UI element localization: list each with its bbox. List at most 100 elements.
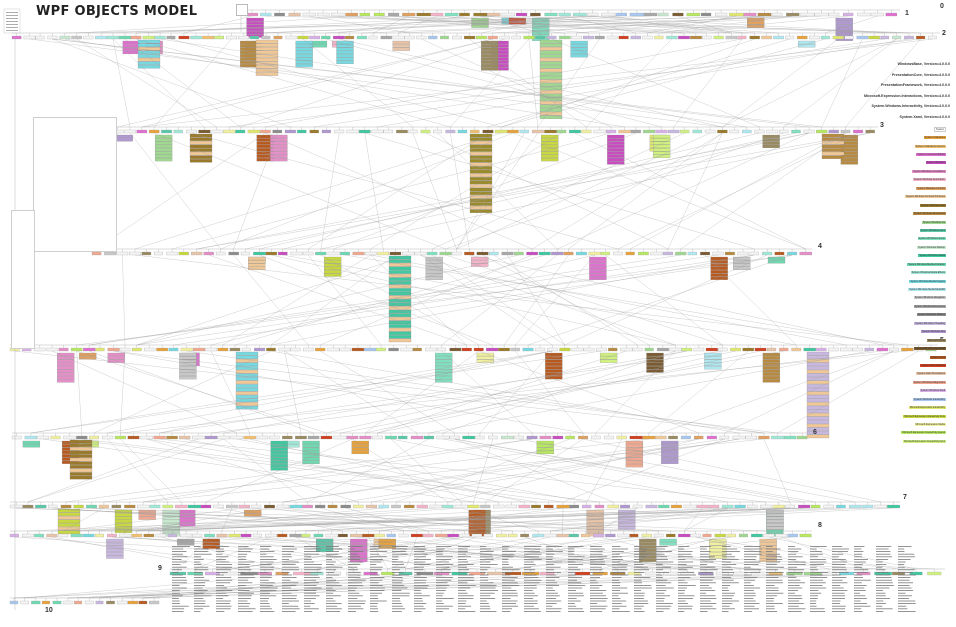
inheritance-line bbox=[379, 15, 732, 34]
member-text-line bbox=[326, 561, 336, 563]
member-text-line bbox=[634, 556, 647, 558]
class-box bbox=[41, 600, 50, 605]
class-box bbox=[885, 12, 898, 17]
class-box bbox=[229, 347, 241, 352]
class-box bbox=[643, 129, 656, 134]
class-box bbox=[616, 435, 627, 440]
class-box bbox=[388, 306, 412, 310]
inheritance-line bbox=[562, 438, 725, 503]
class-box bbox=[190, 35, 202, 40]
inheritance-line bbox=[586, 38, 672, 128]
member-text-line bbox=[502, 566, 513, 568]
member-text-line bbox=[260, 600, 268, 602]
inheritance-line bbox=[282, 254, 797, 346]
member-text-line bbox=[832, 553, 844, 555]
class-box bbox=[848, 504, 862, 509]
member-text-line bbox=[414, 595, 430, 597]
member-text-line bbox=[370, 569, 382, 571]
member-text-line bbox=[524, 561, 534, 563]
inheritance-line bbox=[170, 38, 502, 128]
class-box bbox=[270, 447, 288, 451]
class-box bbox=[762, 366, 781, 370]
class-box bbox=[215, 251, 226, 256]
class-box bbox=[767, 256, 786, 261]
assembly-legend: WindowsBase, Version=4.0.0.0 Presentatio… bbox=[820, 62, 950, 125]
class-box bbox=[154, 35, 166, 40]
class-box bbox=[536, 444, 554, 448]
member-text-line bbox=[700, 551, 711, 552]
member-text-line bbox=[810, 605, 817, 607]
member-text-line bbox=[172, 608, 185, 610]
inheritance-line bbox=[27, 507, 575, 532]
class-box bbox=[378, 542, 396, 546]
class-box bbox=[582, 35, 595, 40]
class-box bbox=[235, 391, 259, 395]
member-text-line bbox=[634, 582, 643, 584]
member-text-line bbox=[216, 592, 227, 594]
class-box bbox=[571, 347, 584, 352]
member-text-line bbox=[744, 572, 761, 573]
class-box bbox=[388, 317, 412, 321]
member-text-line bbox=[634, 546, 642, 547]
class-box bbox=[89, 435, 100, 440]
member-text-line bbox=[348, 592, 360, 594]
class-box bbox=[270, 454, 288, 458]
member-text-line bbox=[414, 548, 427, 550]
member-text-line bbox=[282, 603, 289, 604]
class-box bbox=[797, 35, 808, 40]
inheritance-line bbox=[441, 536, 688, 570]
class-box bbox=[440, 35, 449, 40]
namespace-legend-label: System.Windows.Resources bbox=[913, 304, 946, 308]
inheritance-line bbox=[365, 350, 736, 434]
class-box bbox=[618, 523, 636, 527]
inheritance-line bbox=[454, 438, 614, 503]
class-box bbox=[539, 79, 563, 83]
member-text-line bbox=[656, 548, 666, 550]
class-box bbox=[282, 435, 293, 440]
member-text-line bbox=[304, 587, 322, 589]
class-box bbox=[91, 251, 102, 256]
member-text-line bbox=[436, 574, 443, 576]
class-box bbox=[351, 444, 369, 448]
class-box bbox=[57, 352, 75, 357]
member-text-line bbox=[678, 556, 693, 558]
member-text-line bbox=[216, 561, 230, 563]
inheritance-line bbox=[428, 507, 894, 532]
member-text-line bbox=[348, 600, 366, 602]
member-text-line bbox=[260, 605, 271, 607]
class-box bbox=[904, 35, 914, 40]
inheritance-line bbox=[393, 15, 589, 34]
class-box bbox=[106, 552, 124, 556]
inheritance-line bbox=[295, 507, 842, 532]
class-box bbox=[641, 533, 652, 538]
member-text-line bbox=[480, 548, 492, 550]
member-text-line bbox=[832, 559, 846, 560]
class-box bbox=[717, 129, 728, 134]
class-box bbox=[710, 260, 728, 264]
class-box bbox=[270, 148, 288, 152]
class-box bbox=[60, 504, 72, 509]
member-text-line bbox=[436, 572, 452, 573]
namespace-legend-label: System.Windows.Documents bbox=[912, 212, 946, 216]
class-box bbox=[76, 435, 88, 440]
class-box bbox=[70, 347, 83, 352]
member-text-line bbox=[194, 548, 209, 550]
namespace-legend-label: System.Xaml.Permissions bbox=[916, 372, 946, 376]
class-box bbox=[803, 347, 816, 352]
member-text-line bbox=[194, 566, 209, 568]
class-box bbox=[762, 141, 780, 145]
class-box bbox=[821, 144, 845, 149]
class-box bbox=[827, 347, 839, 352]
member-text-line bbox=[656, 598, 665, 599]
class-box bbox=[701, 35, 712, 40]
member-text-line bbox=[524, 551, 540, 552]
member-text-line bbox=[480, 592, 495, 594]
member-text-line bbox=[260, 603, 270, 604]
member-text-line bbox=[568, 572, 575, 573]
diagram-title: WPF OBJECTS MODEL bbox=[36, 4, 198, 19]
class-box bbox=[162, 504, 174, 509]
class-box bbox=[400, 347, 413, 352]
member-text-line bbox=[348, 553, 358, 555]
class-box bbox=[425, 347, 437, 352]
class-box bbox=[630, 35, 642, 40]
